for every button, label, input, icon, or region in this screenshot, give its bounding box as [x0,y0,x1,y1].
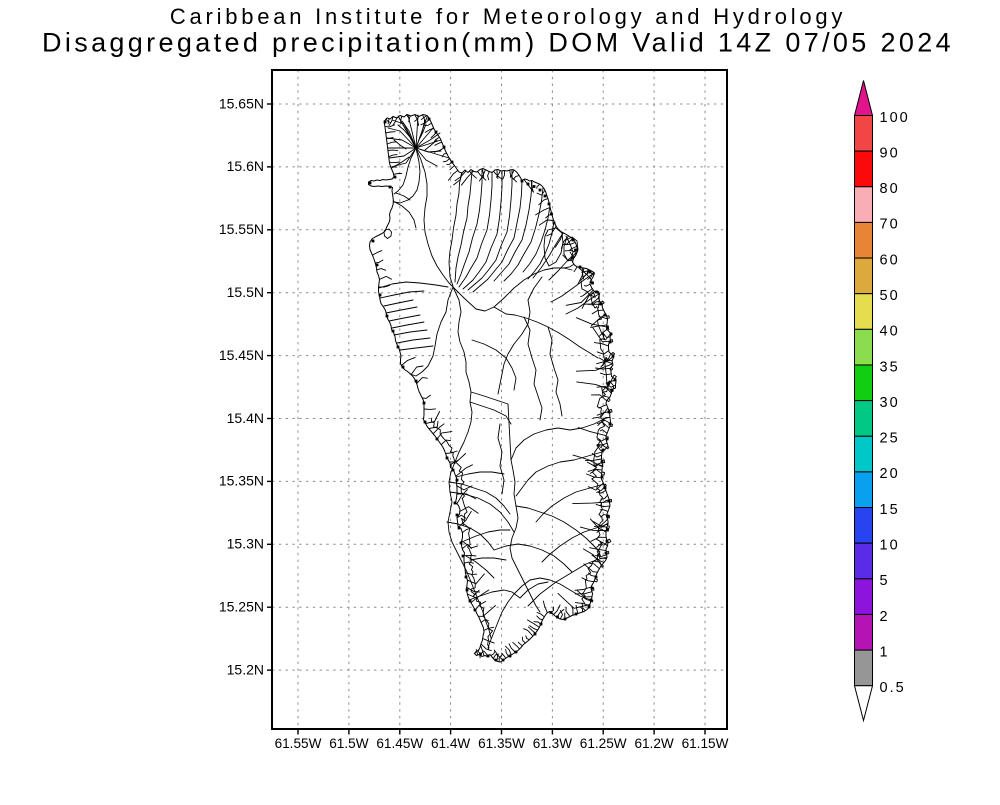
svg-text:61.35W: 61.35W [478,736,525,751]
svg-text:15.4N: 15.4N [227,410,264,426]
svg-text:20: 20 [880,466,900,482]
svg-text:61.55W: 61.55W [275,736,322,751]
svg-text:61.2W: 61.2W [634,736,673,751]
svg-text:15.35N: 15.35N [219,473,264,489]
svg-text:15.5N: 15.5N [227,284,264,300]
svg-text:60: 60 [880,252,900,268]
svg-text:40: 40 [880,324,900,340]
svg-text:15.45N: 15.45N [219,347,264,363]
svg-text:15.65N: 15.65N [219,95,264,111]
svg-text:15: 15 [880,502,900,518]
svg-text:15.25N: 15.25N [219,599,264,615]
svg-text:5: 5 [880,573,890,589]
svg-text:35: 35 [880,359,900,375]
svg-text:61.15W: 61.15W [682,736,729,751]
svg-text:10: 10 [880,537,900,553]
svg-text:15.3N: 15.3N [227,536,264,552]
svg-text:15.6N: 15.6N [227,158,264,174]
svg-text:61.3W: 61.3W [533,736,572,751]
svg-text:50: 50 [880,288,900,304]
svg-text:15.2N: 15.2N [227,661,264,677]
svg-text:70: 70 [880,217,900,233]
svg-text:Disaggregated precipitation(mm: Disaggregated precipitation(mm) DOM Vali… [42,28,954,58]
svg-text:100: 100 [880,110,910,126]
svg-text:61.45W: 61.45W [376,736,423,751]
svg-text:80: 80 [880,181,900,197]
svg-text:61.4W: 61.4W [431,736,470,751]
svg-text:1: 1 [880,644,890,660]
svg-text:61.25W: 61.25W [580,736,627,751]
svg-text:2: 2 [880,609,890,625]
svg-text:15.55N: 15.55N [219,221,264,237]
svg-text:25: 25 [880,431,900,447]
svg-text:90: 90 [880,145,900,161]
svg-text:30: 30 [880,395,900,411]
svg-text:61.5W: 61.5W [329,736,368,751]
svg-text:0.5: 0.5 [880,680,906,696]
svg-text:Caribbean Institute for Meteor: Caribbean Institute for Meteorology and … [170,4,846,29]
